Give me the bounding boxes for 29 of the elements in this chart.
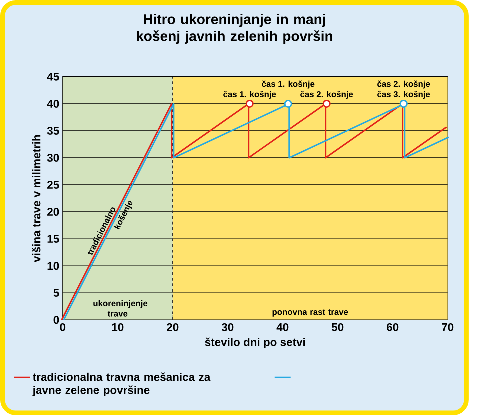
annotation: čas 3. košnje — [378, 91, 430, 100]
band-label: ponovna rast trave — [272, 310, 348, 317]
y-axis-title: višina trave v milimetrih — [32, 135, 41, 262]
y-tick-label: 20 — [48, 208, 60, 216]
y-tick-label: 5 — [54, 289, 60, 298]
x-tick-label: 70 — [442, 323, 454, 332]
x-tick-label: 10 — [112, 323, 124, 332]
annotation: čas 2. košnje — [300, 91, 354, 100]
chart-title: Hitro ukoreninjanje in manj košenj javnih zelenih površin — [137, 14, 332, 44]
x-tick-label: 20 — [167, 323, 179, 332]
y-tick-label: 0 — [54, 316, 60, 324]
x-tick-label: 40 — [276, 323, 289, 332]
y-tick-label: 35 — [47, 127, 60, 136]
y-tick-label: 30 — [47, 154, 60, 162]
legend-label: tradicionalna travna mešanica za javne zelene površine — [32, 372, 211, 397]
x-tick-label: 0 — [60, 323, 66, 332]
x-tick-label: 60 — [387, 323, 399, 332]
y-tick-label: 10 — [48, 262, 60, 270]
annotation: čas 1. košnje — [224, 91, 276, 100]
y-tick-label: 25 — [48, 181, 60, 190]
y-tick-label: 15 — [48, 235, 60, 244]
y-tick-label: 40 — [47, 100, 60, 108]
x-axis-title: število dni po setvi — [205, 338, 306, 349]
x-tick-label: 50 — [332, 323, 344, 332]
annotation: čas 1. košnje — [262, 80, 315, 89]
annotation: čas 2. košnje — [378, 80, 430, 89]
y-tick-label: 45 — [47, 73, 60, 81]
band-label: ukoreninjenje trave — [94, 300, 148, 317]
x-tick-label: 30 — [222, 323, 234, 332]
